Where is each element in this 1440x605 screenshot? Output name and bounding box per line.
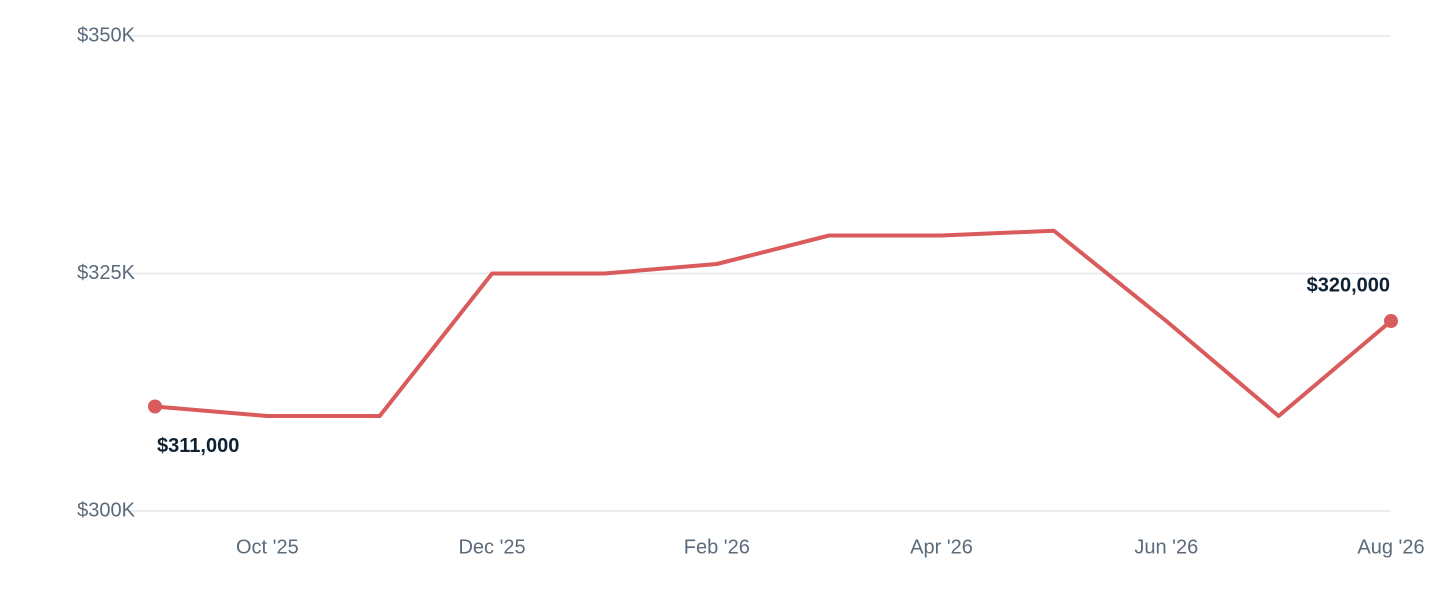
y-tick-label: $350K — [77, 24, 135, 46]
end-dot — [1384, 314, 1398, 328]
x-tick-label: Aug '26 — [1357, 536, 1424, 558]
value-label: $320,000 — [1307, 274, 1390, 296]
x-tick-label: Dec '25 — [458, 536, 525, 558]
end-dot — [148, 399, 162, 414]
y-tick-label: $300K — [77, 499, 135, 521]
x-tick-label: Oct '25 — [236, 536, 299, 558]
value-label: $311,000 — [157, 435, 239, 457]
line — [154, 228, 1393, 418]
y-tick-label: $325K — [77, 262, 135, 284]
x-tick-label: Feb '26 — [684, 536, 750, 558]
x-tick-label: Apr '26 — [910, 536, 973, 558]
x-tick-label: Jun '26 — [1134, 536, 1198, 558]
